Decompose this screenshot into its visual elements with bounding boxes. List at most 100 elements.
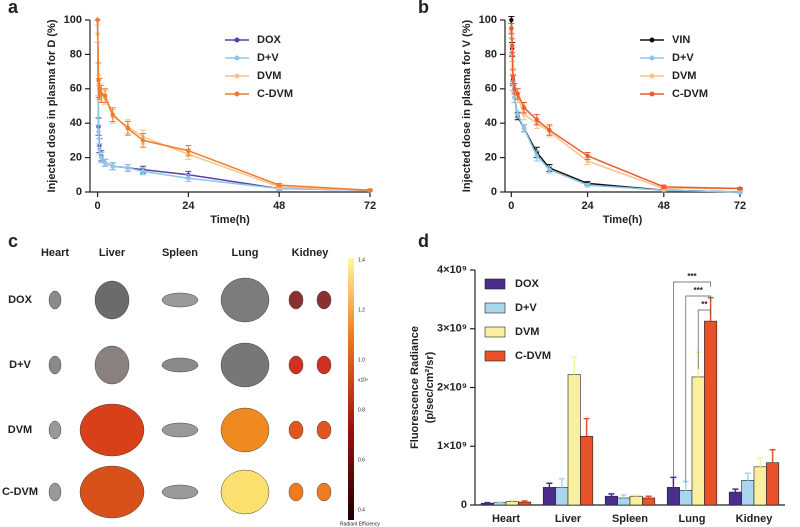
- data-point: [97, 146, 102, 152]
- organ-image: [220, 407, 270, 453]
- organ-image: [220, 342, 270, 388]
- error-bar: [558, 477, 565, 488]
- row-label: DVM: [8, 424, 32, 436]
- x-tick-label: 48: [273, 200, 285, 212]
- data-point: [521, 105, 527, 110]
- organ-image: [316, 420, 332, 440]
- error-bar: [757, 457, 764, 467]
- significance-bracket: [673, 281, 711, 480]
- significance-bracket: [685, 295, 711, 483]
- legend-label: VIN: [672, 34, 690, 46]
- column-label: Liver: [99, 247, 126, 259]
- bar: [642, 497, 656, 506]
- y-tick-label: 0: [491, 186, 497, 198]
- data-point: [125, 165, 131, 171]
- data-point: [547, 167, 552, 172]
- data-point: [515, 91, 520, 97]
- bar: [505, 501, 519, 506]
- bar: [493, 502, 507, 506]
- data-point: [95, 17, 100, 23]
- y-tick-label: 40: [70, 117, 82, 129]
- y-tick-label: 2×10⁹: [437, 381, 467, 393]
- series-line: [510, 28, 741, 193]
- colorbar: [348, 258, 354, 520]
- organ-image: [48, 420, 62, 440]
- data-point: [102, 93, 108, 98]
- data-point: [585, 182, 590, 188]
- colorbar-unit: x10⁸: [358, 377, 368, 383]
- data-point: [96, 129, 101, 134]
- bar: [542, 487, 556, 506]
- column-label: Spleen: [162, 247, 198, 259]
- bar: [580, 435, 594, 506]
- y-tick-label: 60: [70, 83, 82, 95]
- data-point: [367, 188, 373, 193]
- data-point: [97, 86, 102, 92]
- error-bar: [509, 499, 516, 502]
- bar: [567, 374, 581, 506]
- organ-image: [288, 482, 304, 502]
- bar: [666, 487, 680, 506]
- x-axis-label: Time(h): [210, 214, 250, 226]
- data-point: [512, 86, 517, 92]
- legend-marker: [649, 73, 655, 79]
- x-tick-label: Heart: [492, 513, 520, 525]
- data-point: [521, 126, 527, 131]
- organ-image: [79, 465, 145, 519]
- error-bar: [484, 501, 491, 504]
- series-line: [96, 19, 371, 192]
- legend-marker: [234, 55, 240, 61]
- data-point: [510, 74, 516, 79]
- error-bar: [707, 296, 714, 322]
- significance-label: ***: [694, 286, 704, 295]
- legend-swatch: [484, 302, 506, 314]
- y-tick-label: 20: [70, 152, 82, 164]
- x-tick-label: 48: [658, 200, 670, 212]
- data-point: [534, 117, 539, 122]
- organ-image: [288, 420, 304, 440]
- error-bar: [682, 480, 689, 491]
- x-tick-label: 24: [182, 200, 195, 212]
- legend-marker: [649, 91, 655, 97]
- colorbar-tick-label: 0.6: [358, 457, 365, 463]
- organ-image: [161, 357, 199, 373]
- data-point: [585, 153, 590, 159]
- data-point: [186, 148, 191, 153]
- legend-label: D+V: [515, 302, 537, 314]
- series-line: [96, 19, 371, 192]
- y-tick-label: 100: [64, 14, 82, 26]
- data-point: [140, 138, 146, 143]
- organ-image: [316, 482, 332, 502]
- panel-label: d: [418, 231, 429, 251]
- data-point: [737, 186, 743, 191]
- legend-swatch: [484, 350, 506, 362]
- legend-swatch: [484, 326, 506, 338]
- x-tick-label: Lung: [679, 513, 706, 525]
- y-tick-label: 1×10⁹: [437, 440, 467, 452]
- bar: [679, 490, 693, 506]
- organ-image: [161, 422, 199, 438]
- y-axis-label: Fluorescence Radiance: [409, 326, 421, 449]
- colorbar-tick-label: 1.0: [358, 357, 365, 363]
- legend-marker: [234, 91, 240, 97]
- legend-marker: [234, 37, 240, 43]
- column-label: Kidney: [292, 247, 330, 259]
- data-point: [125, 126, 131, 131]
- column-label: Lung: [232, 247, 259, 259]
- legend-swatch: [484, 278, 506, 290]
- legend-marker: [234, 73, 240, 79]
- colorbar-tick-label: 1.2: [358, 307, 365, 313]
- y-axis-label: (p/sec/cm²/sr): [424, 351, 436, 423]
- organ-image: [79, 403, 145, 457]
- data-point: [512, 95, 517, 100]
- colorbar-label: Radiant Efficiency: [340, 521, 380, 527]
- error-bar: [620, 494, 627, 498]
- data-point: [534, 153, 539, 159]
- data-point: [737, 189, 743, 195]
- x-tick-label: 0: [95, 200, 101, 212]
- data-point: [509, 17, 514, 23]
- y-tick-label: 100: [479, 14, 497, 26]
- bar: [518, 501, 532, 506]
